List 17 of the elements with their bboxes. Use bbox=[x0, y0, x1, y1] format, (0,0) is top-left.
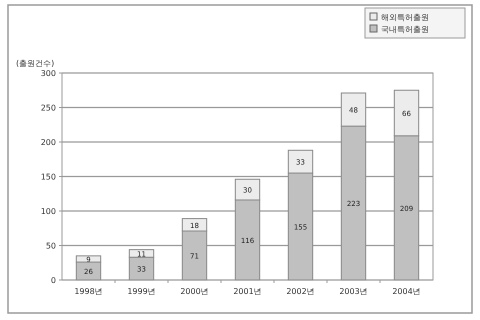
y-axis-title: (출원건수) bbox=[16, 59, 54, 68]
x-tick-label: 2004년 bbox=[392, 287, 421, 296]
x-tick-label: 1999년 bbox=[127, 287, 156, 296]
y-tick-label: 250 bbox=[40, 104, 56, 112]
y-tick-label: 50 bbox=[46, 242, 56, 250]
y-tick-label: 150 bbox=[40, 172, 56, 182]
y-tick-label: 0 bbox=[50, 276, 56, 285]
x-tick-label: 2003년 bbox=[339, 287, 368, 296]
x-tick-label: 2000년 bbox=[180, 287, 209, 296]
y-tick-label: 100 bbox=[40, 207, 56, 216]
y-tick-label: 300 bbox=[40, 69, 56, 78]
x-tick-label: 1998년 bbox=[74, 287, 103, 296]
legend-label: 해외특허출원 bbox=[381, 13, 429, 22]
x-tick-label: 2001년 bbox=[233, 287, 262, 296]
x-tick-label: 2002년 bbox=[286, 287, 315, 296]
y-tick-label: 200 bbox=[40, 138, 56, 147]
legend-label: 국내특허출원 bbox=[381, 25, 429, 34]
